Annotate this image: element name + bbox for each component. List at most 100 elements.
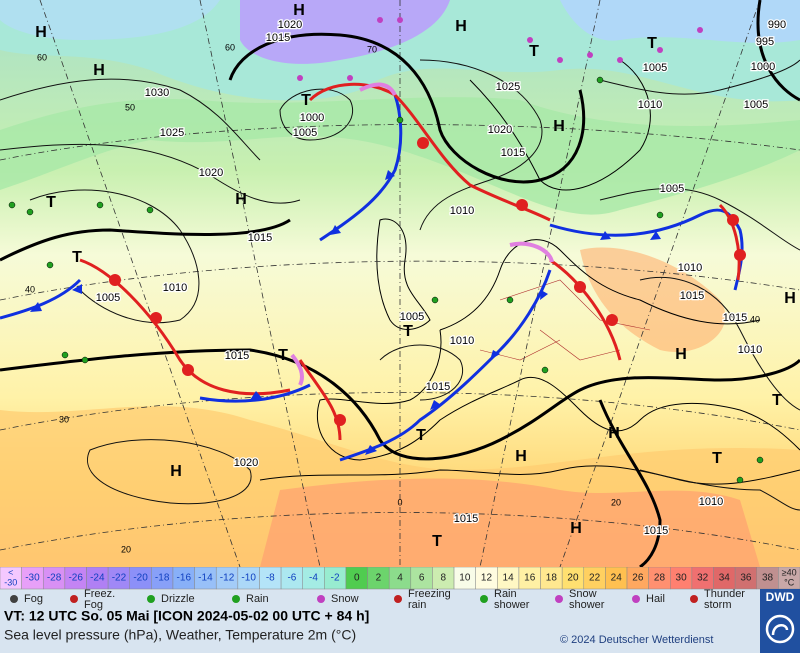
temperature-label: -16: [177, 573, 192, 584]
pressure-label: 1015: [501, 147, 525, 159]
high-pressure: H: [93, 62, 105, 79]
graticule: [0, 124, 800, 551]
graticule-label: 20: [121, 544, 131, 554]
isobar: [379, 344, 463, 401]
high-pressure: H: [553, 118, 565, 135]
high-pressure: H: [170, 463, 182, 480]
isobar: [639, 469, 800, 511]
cold-front: [339, 269, 552, 462]
temperature-label: 24: [611, 573, 623, 584]
warm-front: [79, 258, 291, 396]
pressure-label: 1010: [450, 335, 474, 347]
weather-label: shower: [494, 599, 530, 611]
temperature-label: 2: [376, 573, 382, 584]
pressure-label: 1010: [638, 99, 662, 111]
temperature-label: -12: [220, 573, 235, 584]
temperature-label: 26: [632, 573, 644, 584]
pressure-label: 1005: [643, 62, 667, 74]
weather-label: storm: [704, 599, 732, 611]
temperature-label: 20: [567, 573, 579, 584]
isobar: [29, 189, 200, 324]
temperature-label: 36: [740, 573, 752, 584]
pressure-label: 1020: [488, 124, 512, 136]
warm-front: [308, 82, 551, 222]
pressure-label: 1015: [680, 290, 704, 302]
weather-icon: [555, 595, 563, 603]
temperature-label: -6: [287, 573, 296, 584]
weather-label: Freezing: [408, 588, 451, 600]
pressure-label: 1005: [400, 311, 424, 323]
cold-front: [319, 94, 403, 242]
pressure-label: 1025: [496, 81, 520, 93]
pressure-label: 1020: [278, 19, 302, 31]
graticule-label: 70: [367, 44, 377, 54]
low-pressure: T: [46, 194, 56, 211]
valid-time: VT: 12 UTC So. 05 Mai [ICON 2024-05-02 0…: [4, 608, 369, 624]
weather-label: Fog: [84, 599, 103, 611]
temperature-label: -28: [47, 573, 62, 584]
warm-front: [549, 258, 622, 361]
weather-icon: [690, 595, 698, 603]
temperature-unit: °C: [784, 577, 795, 587]
temperature-label: 32: [697, 573, 709, 584]
pressure-label: 1005: [660, 183, 684, 195]
weather-icon: [70, 595, 78, 603]
product-description: Sea level pressure (hPa), Weather, Tempe…: [4, 627, 356, 643]
low-pressure: T: [416, 427, 426, 444]
graticule-label: 0: [397, 497, 402, 507]
pressure-label: 1020: [234, 457, 258, 469]
isobar: [419, 59, 543, 231]
cold-front: [199, 383, 311, 403]
weather-label: Fog: [24, 593, 43, 605]
pressure-label: 1015: [454, 513, 478, 525]
low-pressure: T: [72, 249, 82, 266]
temperature-label: -14: [198, 573, 213, 584]
isobar-bold: [0, 218, 291, 262]
temperature-label: 18: [546, 573, 558, 584]
temperature-label: 22: [589, 573, 601, 584]
temperature-label: 30: [676, 573, 688, 584]
weather-icon: [632, 595, 640, 603]
weather-icon: [10, 595, 18, 603]
temperature-label: <: [8, 567, 13, 577]
temperature-label: 8: [440, 573, 446, 584]
weather-label: Snow: [331, 593, 359, 605]
weather-label: Hail: [646, 593, 665, 605]
isobar-1015: [0, 348, 800, 461]
pressure-label: 1000: [751, 61, 775, 73]
graticule-label: 40: [750, 314, 760, 324]
temperature-label: -24: [90, 573, 105, 584]
temperature-label: -2: [331, 573, 340, 584]
temperature-label: -10: [241, 573, 256, 584]
weather-icon: [394, 595, 402, 603]
isobar: [639, 276, 800, 411]
front-symbols: [109, 137, 746, 426]
legend: <-30 -30 -28 -26 -24 -22 -20 -18 -16 -14 -12 -10 -8-…: [0, 567, 800, 653]
weather-label: Rain: [246, 593, 269, 605]
temperature-label: -26: [68, 573, 83, 584]
low-pressure: T: [432, 533, 442, 550]
pressure-label: 1010: [678, 262, 702, 274]
pressure-label: 1005: [96, 292, 120, 304]
hot-area: [260, 478, 760, 567]
copyright: © 2024 Deutscher Wetterdienst: [560, 634, 713, 646]
graticule-label: 50: [125, 102, 135, 112]
graticule: [39, 0, 761, 567]
temperature-label: -4: [309, 573, 318, 584]
isobar: [599, 59, 800, 95]
weather-map: 1020101510301025102010151000100510251020…: [0, 0, 800, 567]
weather-symbols: [8, 76, 764, 484]
pressure-label: 1005: [293, 127, 317, 139]
pressure-label: 990: [768, 19, 786, 31]
coastline: [259, 465, 800, 485]
coastline: [316, 239, 800, 461]
pressure-label: 1015: [644, 525, 668, 537]
temperature-label: 12: [481, 573, 493, 584]
pressure-label: 1020: [199, 167, 223, 179]
pressure-label: 1015: [225, 350, 249, 362]
logo-text: DWD: [766, 590, 795, 604]
graticule-label: 40: [25, 284, 35, 294]
temperature-label: 0: [354, 573, 360, 584]
temperature-label: 38: [762, 573, 774, 584]
